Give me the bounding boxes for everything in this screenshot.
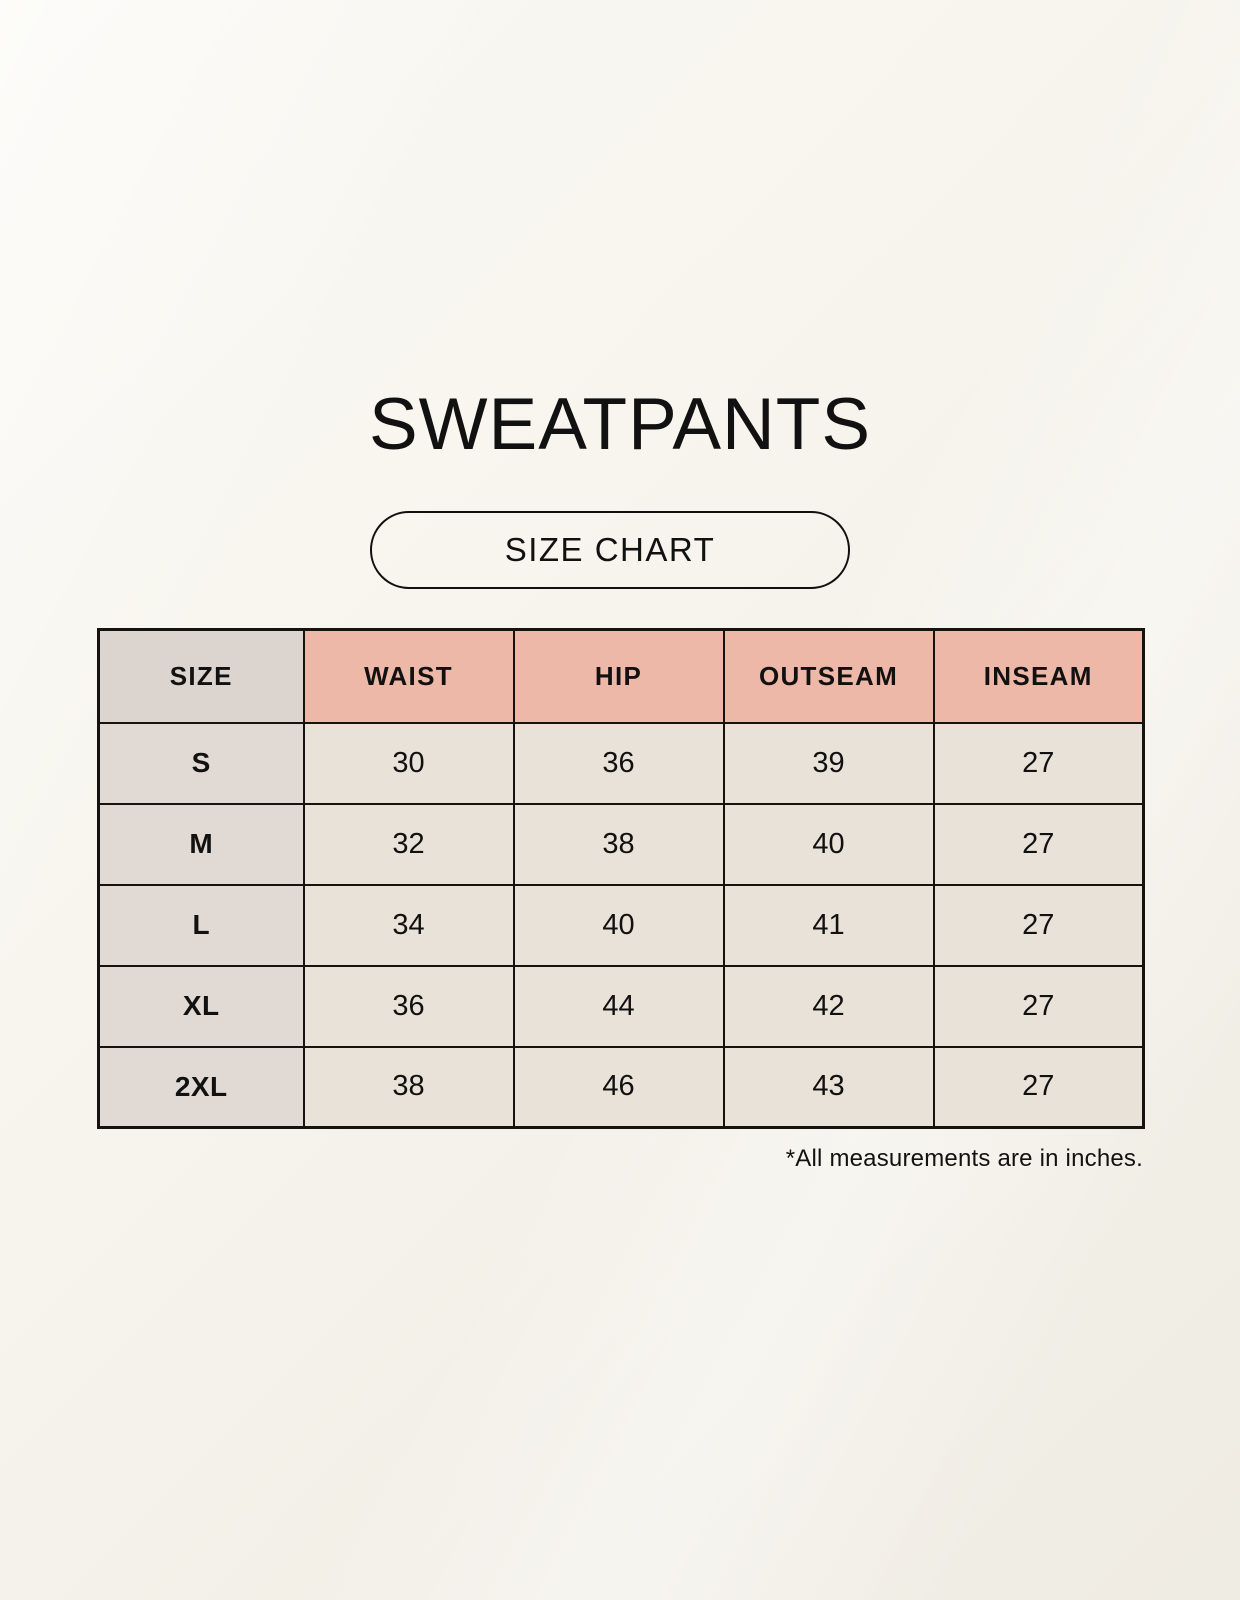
cell-inseam: 27 [932, 1045, 1145, 1129]
table-body: S 30 36 39 27 M 32 38 40 27 L [97, 721, 1145, 1129]
cell-hip: 36 [512, 721, 725, 805]
column-header-hip: HIP [512, 628, 725, 724]
size-chart-table: SIZE WAIST HIP OUTSEAM INSEAM S 30 36 39… [97, 628, 1145, 1129]
cell-hip: 44 [512, 964, 725, 1048]
table-row: L 34 40 41 27 [97, 883, 1145, 967]
cell-size: XL [97, 964, 305, 1048]
cell-outseam: 39 [722, 721, 935, 805]
cell-inseam: 27 [932, 802, 1145, 886]
cell-size: S [97, 721, 305, 805]
cell-hip: 46 [512, 1045, 725, 1129]
cell-hip: 38 [512, 802, 725, 886]
cell-outseam: 41 [722, 883, 935, 967]
cell-inseam: 27 [932, 964, 1145, 1048]
cell-size: L [97, 883, 305, 967]
cell-outseam: 40 [722, 802, 935, 886]
cell-hip: 40 [512, 883, 725, 967]
table-row: S 30 36 39 27 [97, 721, 1145, 805]
table-row: 2XL 38 46 43 27 [97, 1045, 1145, 1129]
size-chart-badge-label: SIZE CHART [504, 531, 716, 568]
cell-outseam: 43 [722, 1045, 935, 1129]
cell-outseam: 42 [722, 964, 935, 1048]
cell-waist: 34 [302, 883, 515, 967]
cell-inseam: 27 [932, 721, 1145, 805]
column-header-waist: WAIST [302, 628, 515, 724]
cell-waist: 30 [302, 721, 515, 805]
size-chart-table-container: SIZE WAIST HIP OUTSEAM INSEAM S 30 36 39… [97, 628, 1145, 1129]
cell-waist: 38 [302, 1045, 515, 1129]
table-header-row: SIZE WAIST HIP OUTSEAM INSEAM [97, 628, 1145, 724]
column-header-inseam: INSEAM [932, 628, 1145, 724]
column-header-size: SIZE [97, 628, 305, 724]
size-chart-badge: SIZE CHART [370, 511, 850, 589]
cell-waist: 32 [302, 802, 515, 886]
column-header-outseam: OUTSEAM [722, 628, 935, 724]
cell-size: M [97, 802, 305, 886]
table-header: SIZE WAIST HIP OUTSEAM INSEAM [97, 628, 1145, 724]
cell-size: 2XL [97, 1045, 305, 1129]
page-title: SWEATPANTS [368, 384, 872, 465]
cell-waist: 36 [302, 964, 515, 1048]
table-row: M 32 38 40 27 [97, 802, 1145, 886]
cell-inseam: 27 [932, 883, 1145, 967]
measurement-note: *All measurements are in inches. [785, 1145, 1143, 1172]
table-row: XL 36 44 42 27 [97, 964, 1145, 1048]
